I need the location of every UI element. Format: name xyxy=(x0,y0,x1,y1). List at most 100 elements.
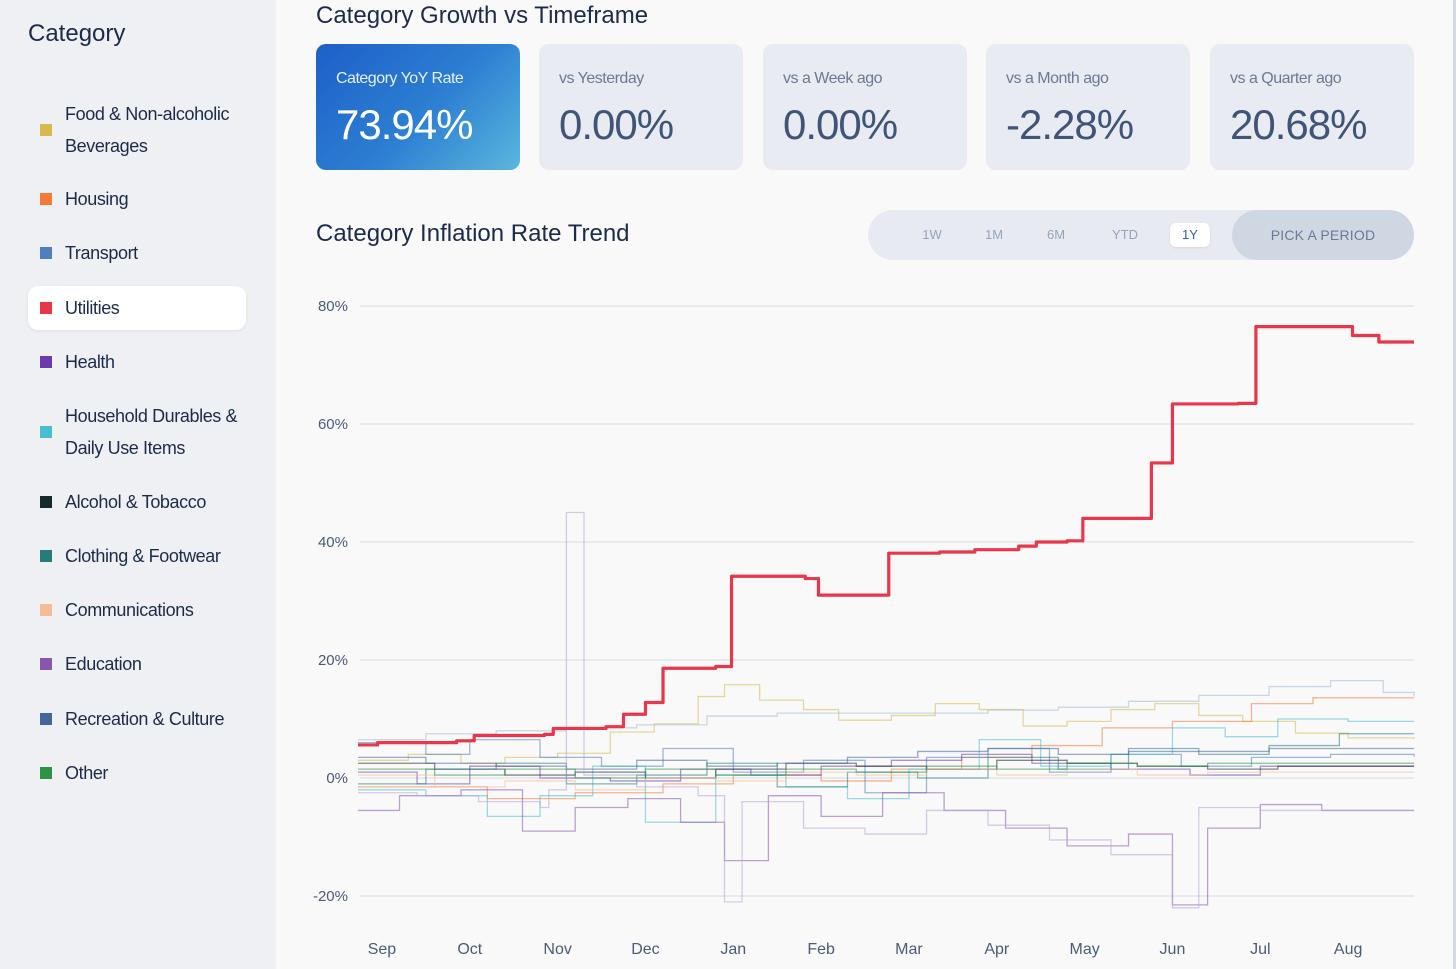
label-line: Alcohol & Tobacco xyxy=(65,492,206,512)
series-line xyxy=(358,762,1414,779)
sidebar-title: Category xyxy=(28,20,126,47)
label-line: Food & Non-alcoholic xyxy=(65,104,230,124)
stat-card: vs Yesterday 0.00% xyxy=(539,44,743,170)
series-line xyxy=(358,747,1414,770)
stat-card-value: 0.00% xyxy=(783,101,898,148)
label-line: Utilities xyxy=(65,298,120,318)
category-swatch xyxy=(40,302,52,314)
label-line: Health xyxy=(65,352,115,372)
stat-card: Category YoY Rate 73.94% xyxy=(316,44,520,170)
highlight-series-line xyxy=(358,325,1414,747)
category-swatch xyxy=(40,767,52,779)
series-line xyxy=(358,739,1415,794)
period-button-1w[interactable]: 1W xyxy=(922,227,942,242)
sidebar-item-7[interactable]: Alcohol & Tobacco xyxy=(28,486,246,518)
x-tick-label: Aug xyxy=(1334,941,1362,958)
stat-card-label: Category YoY Rate xyxy=(336,70,464,87)
y-tick-label: -20% xyxy=(313,888,348,905)
series-line xyxy=(358,733,1414,788)
trend-title: Category Inflation Rate Trend xyxy=(316,220,630,247)
y-tick-label: 80% xyxy=(318,298,348,315)
series-line xyxy=(358,789,1414,906)
period-selector: PICK A PERIOD xyxy=(868,210,1414,260)
period-button-6m[interactable]: 6M xyxy=(1046,227,1066,242)
sidebar-item-4[interactable]: Utilities xyxy=(28,286,246,330)
category-swatch xyxy=(40,247,52,259)
period-button-1y[interactable]: 1Y xyxy=(1170,223,1210,247)
sidebar-item-8[interactable]: Clothing & Footwear xyxy=(28,540,246,572)
sidebar-item-label: Health xyxy=(65,346,115,378)
stat-card-value: 0.00% xyxy=(559,101,674,148)
x-tick-label: Jan xyxy=(720,941,746,958)
series-line xyxy=(358,680,1415,741)
sidebar-item-label: Transport xyxy=(65,237,138,269)
stat-card-value: 20.68% xyxy=(1230,101,1367,148)
pick-period-button[interactable]: PICK A PERIOD xyxy=(1232,210,1414,260)
x-tick-label: Dec xyxy=(631,941,659,958)
x-tick-label: Feb xyxy=(807,941,835,958)
stat-card: vs a Week ago 0.00% xyxy=(763,44,967,170)
series-line xyxy=(358,511,1414,909)
sidebar-item-label: Clothing & Footwear xyxy=(65,540,221,572)
category-swatch xyxy=(40,496,52,508)
x-tick-label: Apr xyxy=(984,941,1010,958)
scrollbar-edge[interactable] xyxy=(1453,0,1456,969)
stat-card: vs a Quarter ago 20.68% xyxy=(1210,44,1414,170)
x-tick-label: Jun xyxy=(1160,941,1186,958)
sidebar-item-3[interactable]: Transport xyxy=(28,237,246,269)
x-tick-label: Mar xyxy=(895,941,923,958)
x-tick-label: May xyxy=(1070,941,1100,958)
label-line: Household Durables & xyxy=(65,406,238,426)
stat-card-label: vs a Quarter ago xyxy=(1230,70,1342,87)
category-swatch xyxy=(40,713,52,725)
category-swatch xyxy=(40,193,52,205)
sidebar-item-label: Communications xyxy=(65,594,194,626)
sidebar-item-11[interactable]: Recreation & Culture xyxy=(28,703,246,735)
y-tick-label: 40% xyxy=(318,534,348,551)
label-line: Other xyxy=(65,763,109,783)
label-line: Recreation & Culture xyxy=(65,709,225,729)
label-line: Daily Use Items xyxy=(65,438,186,458)
category-swatch xyxy=(40,124,52,136)
sidebar-item-10[interactable]: Education xyxy=(28,648,246,680)
sidebar-item-label: Recreation & Culture xyxy=(65,703,224,735)
period-button-ytd[interactable]: YTD xyxy=(1112,227,1138,242)
sidebar-item-label: Utilities xyxy=(65,292,120,324)
period-button-1m[interactable]: 1M xyxy=(984,227,1004,242)
label-line: Clothing & Footwear xyxy=(65,546,221,566)
stat-card-value: -2.28% xyxy=(1006,101,1134,148)
x-tick-label: Oct xyxy=(457,941,482,958)
y-tick-label: 20% xyxy=(318,652,348,669)
label-line: Transport xyxy=(65,243,138,263)
sidebar-item-label: Other xyxy=(65,757,108,789)
label-line: Beverages xyxy=(65,136,148,156)
stat-card-label: vs a Week ago xyxy=(783,70,883,87)
stat-card-label: vs a Month ago xyxy=(1006,70,1109,87)
stat-card-label: vs Yesterday xyxy=(559,70,644,87)
sidebar-item-9[interactable]: Communications xyxy=(28,594,246,626)
series-line xyxy=(358,684,1415,764)
label-line: Communications xyxy=(65,600,194,620)
sidebar-item-label: Alcohol & Tobacco xyxy=(65,486,206,518)
sidebar-item-5[interactable]: Health xyxy=(28,346,246,378)
sidebar-item-1[interactable]: Food & Non-alcoholic Beverages xyxy=(28,98,246,162)
sidebar-item-12[interactable]: Other xyxy=(28,757,246,789)
category-swatch xyxy=(40,550,52,562)
y-tick-label: 60% xyxy=(318,416,348,433)
sidebar-item-label: Food & Non-alcoholic Beverages xyxy=(65,98,229,162)
label-line: Housing xyxy=(65,189,129,209)
sidebar-item-2[interactable]: Housing xyxy=(28,183,246,215)
sidebar-item-6[interactable]: Household Durables & Daily Use Items xyxy=(28,400,246,464)
sidebar-item-label: Education xyxy=(65,648,142,680)
sidebar-item-label: Housing xyxy=(65,183,129,215)
category-swatch xyxy=(40,604,52,616)
category-sidebar: Category Food & Non-alcoholic Beverages Ho… xyxy=(0,0,276,969)
x-tick-label: Sep xyxy=(368,941,397,958)
category-swatch xyxy=(40,658,52,670)
label-line: Education xyxy=(65,654,142,674)
category-swatch xyxy=(40,426,52,438)
page-title: Category Growth vs Timeframe xyxy=(316,2,649,29)
y-tick-label: 0% xyxy=(326,770,348,787)
stat-card-value: 73.94% xyxy=(336,101,473,148)
